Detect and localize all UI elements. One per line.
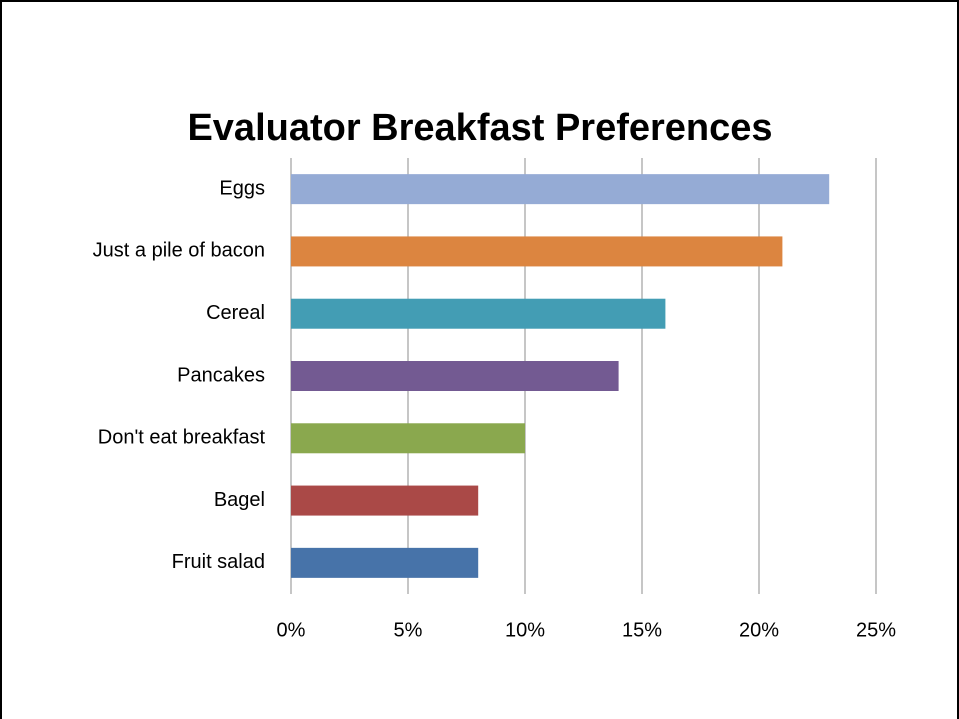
y-tick-label: Eggs (219, 177, 265, 199)
x-tick-label: 0% (277, 619, 306, 641)
bar (291, 236, 783, 267)
bar (291, 547, 479, 578)
y-tick-label: Cereal (206, 302, 265, 324)
x-tick-label: 20% (739, 619, 779, 641)
bar (291, 485, 479, 516)
y-tick-label: Just a pile of bacon (93, 240, 265, 262)
y-tick-label: Pancakes (177, 364, 265, 386)
x-tick-label: 10% (505, 619, 545, 641)
y-tick-label: Don't eat breakfast (98, 427, 266, 449)
y-tick-label: Bagel (214, 489, 265, 511)
bar (291, 174, 830, 205)
bar (291, 361, 619, 391)
y-tick-label: Fruit salad (172, 551, 265, 573)
x-tick-label: 25% (856, 619, 896, 641)
x-tick-label: 5% (394, 619, 423, 641)
x-tick-label: 15% (622, 619, 662, 641)
bar (291, 423, 525, 454)
bar (291, 298, 666, 329)
chart-title: Evaluator Breakfast Preferences (187, 107, 772, 149)
